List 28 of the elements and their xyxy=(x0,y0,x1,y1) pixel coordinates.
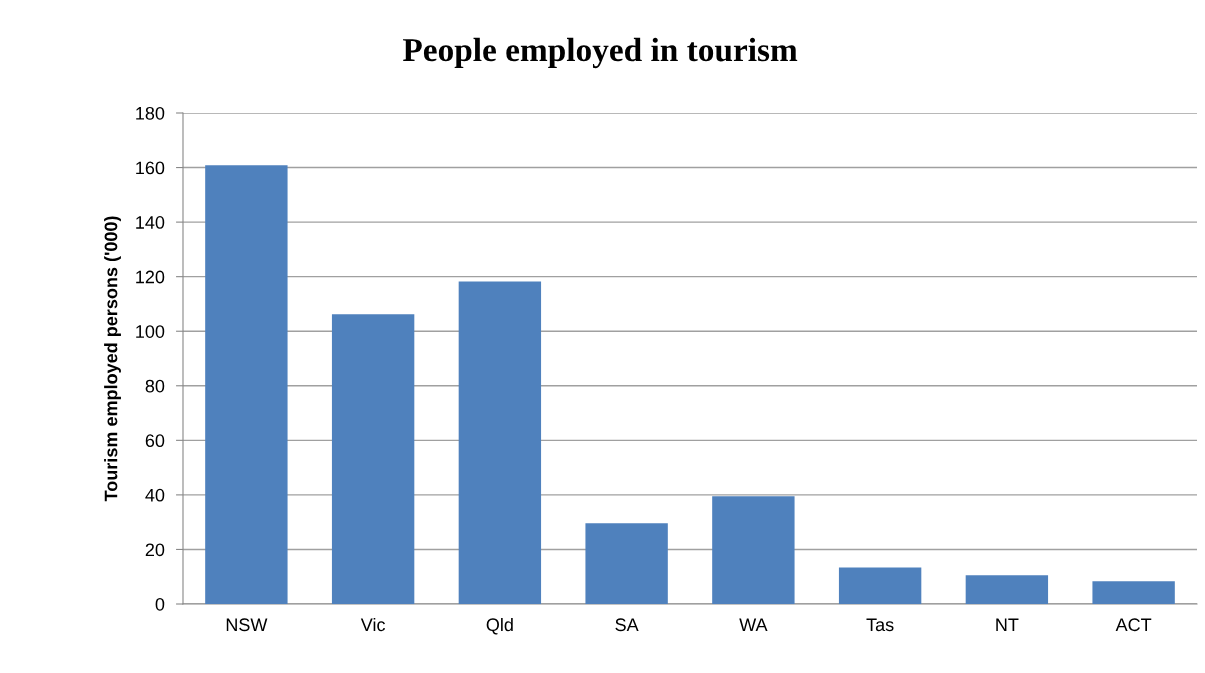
y-tick-label: 140 xyxy=(136,216,165,229)
x-tick-label: Vic xyxy=(360,617,386,632)
x-tick-label: Qld xyxy=(486,617,513,635)
x-tick-label: Tas xyxy=(866,618,894,632)
y-tick-label: 40 xyxy=(145,488,165,502)
bar xyxy=(838,567,922,604)
y-tick-label: 60 xyxy=(145,434,165,448)
y-tick-label: 80 xyxy=(145,379,165,393)
x-tick-label: WA xyxy=(739,618,768,631)
y-tick-label: 100 xyxy=(136,325,165,338)
x-tick-label: ACT xyxy=(1115,618,1152,632)
y-tick-label: 180 xyxy=(136,106,165,120)
y-tick-label: 120 xyxy=(136,270,165,284)
bar xyxy=(205,165,288,604)
y-tick-label: 0 xyxy=(155,597,165,611)
bar xyxy=(712,496,795,604)
y-axis-title: Tourism employed persons ('000) xyxy=(104,216,121,502)
bar xyxy=(585,523,668,604)
chart-title: People employed in tourism xyxy=(402,37,798,69)
y-tick-label: 160 xyxy=(136,161,165,175)
bar xyxy=(331,314,415,604)
y-tick-label: 20 xyxy=(145,543,165,557)
x-tick-label: NSW xyxy=(226,618,268,632)
x-tick-label: SA xyxy=(615,618,639,632)
bar xyxy=(1092,581,1175,604)
bar xyxy=(965,575,1049,604)
bar xyxy=(458,281,542,604)
x-tick-label: NT xyxy=(996,618,1019,631)
